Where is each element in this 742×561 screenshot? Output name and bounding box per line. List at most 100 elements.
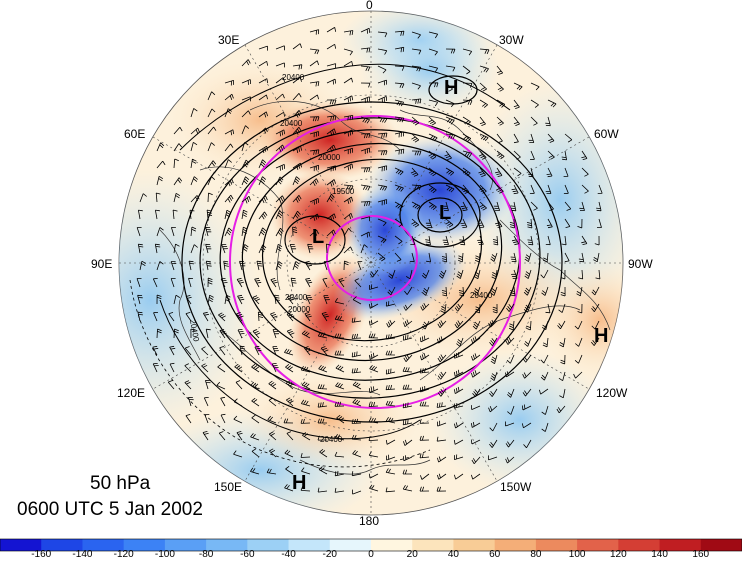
wind-barb — [505, 439, 515, 448]
wind-barb — [205, 328, 211, 339]
wind-barb — [360, 201, 371, 207]
wind-barb — [507, 388, 515, 398]
wind-barb — [241, 209, 248, 220]
wind-barb — [184, 363, 192, 373]
wind-barb — [275, 77, 285, 84]
wind-barb — [236, 431, 243, 441]
wind-barb — [343, 95, 354, 103]
wind-barb — [156, 294, 162, 305]
wind-barb — [251, 363, 260, 373]
wind-barb — [292, 145, 303, 154]
wind-barb — [156, 142, 165, 152]
wind-barb — [462, 133, 472, 142]
wind-barb — [421, 269, 430, 279]
wind-barb — [425, 218, 433, 228]
wind-barb — [529, 184, 535, 194]
wind-barb — [268, 397, 277, 407]
wind-barb — [488, 319, 498, 328]
wind-barb — [496, 133, 503, 143]
colorbar-tick-label: 0 — [368, 549, 374, 560]
wind-barb — [205, 226, 212, 237]
wind-barb — [428, 184, 437, 194]
wind-barb — [419, 435, 430, 441]
wind-barb — [271, 363, 279, 373]
lon-label-30w: 30W — [499, 33, 524, 47]
wind-barb — [326, 78, 336, 85]
wind-barb — [436, 436, 447, 442]
wind-barb — [495, 167, 503, 177]
wind-barb — [542, 252, 549, 263]
wind-barb — [471, 336, 481, 344]
wind-barb — [220, 396, 226, 407]
wind-barb — [317, 331, 328, 339]
wind-barb — [522, 354, 532, 363]
wind-barb — [388, 269, 396, 279]
wind-barb — [441, 286, 448, 297]
colorbar-swatch — [412, 539, 454, 551]
wind-barb — [275, 164, 285, 171]
wind-barb — [155, 209, 160, 220]
wind-barb — [272, 346, 279, 356]
wind-barb — [155, 192, 161, 203]
colorbar-tick-label: -20 — [322, 549, 337, 560]
wind-barb — [343, 115, 354, 121]
wind-barb — [270, 312, 278, 322]
wind-barb — [169, 345, 176, 356]
wind-barb — [510, 286, 516, 297]
wind-barb — [303, 346, 312, 356]
wind-barb — [284, 348, 294, 356]
wind-barb — [275, 62, 285, 68]
wind-barb — [304, 260, 313, 271]
wind-barb — [139, 260, 147, 271]
wind-barb — [309, 164, 319, 172]
wind-barb — [377, 79, 387, 86]
wind-barb — [275, 176, 284, 186]
wind-barb — [542, 337, 549, 348]
wind-barb — [185, 295, 192, 305]
wind-barb — [411, 31, 421, 39]
wind-barb — [394, 184, 404, 192]
wind-barb — [425, 235, 431, 246]
lon-label-0: 0 — [366, 0, 373, 12]
wind-barb — [454, 303, 464, 312]
wind-barb — [462, 116, 471, 125]
wind-barb — [493, 201, 500, 211]
wind-barb — [189, 209, 195, 220]
wind-barb — [343, 260, 349, 271]
wind-barb — [173, 177, 183, 186]
wind-barb — [368, 333, 379, 339]
wind-barb — [437, 371, 447, 380]
wind-barb — [184, 380, 192, 390]
wind-barb — [290, 277, 297, 288]
colorbar-tick-label: 80 — [530, 549, 542, 560]
wind-barb — [513, 116, 520, 126]
wind-barb — [419, 453, 430, 459]
wind-barb — [377, 132, 388, 138]
wind-barb — [343, 147, 353, 155]
wind-barb — [318, 365, 328, 373]
wind-barb — [445, 184, 455, 193]
wind-barb — [300, 399, 311, 407]
wind-barb — [419, 368, 430, 374]
wind-barb — [275, 111, 286, 118]
wind-barb — [394, 252, 402, 262]
wind-barb — [394, 46, 405, 53]
wind-barb — [351, 368, 362, 374]
wind-barb — [207, 91, 216, 101]
wind-barb — [258, 60, 269, 67]
colorbar-swatch — [123, 539, 166, 551]
wind-barb — [138, 209, 143, 220]
wind-barb — [343, 77, 353, 84]
wind-barb — [462, 48, 473, 56]
wind-barb — [460, 201, 468, 212]
wind-barb — [305, 277, 313, 288]
high-center-north-atlantic: H — [444, 77, 459, 99]
wind-barb — [233, 415, 243, 424]
wind-barb — [496, 150, 505, 160]
wind-barb — [360, 216, 371, 222]
wind-barb — [471, 456, 481, 465]
wind-barb — [521, 422, 532, 429]
wind-barb — [241, 159, 250, 169]
wind-barb — [360, 27, 370, 34]
wind-barb — [428, 133, 438, 142]
